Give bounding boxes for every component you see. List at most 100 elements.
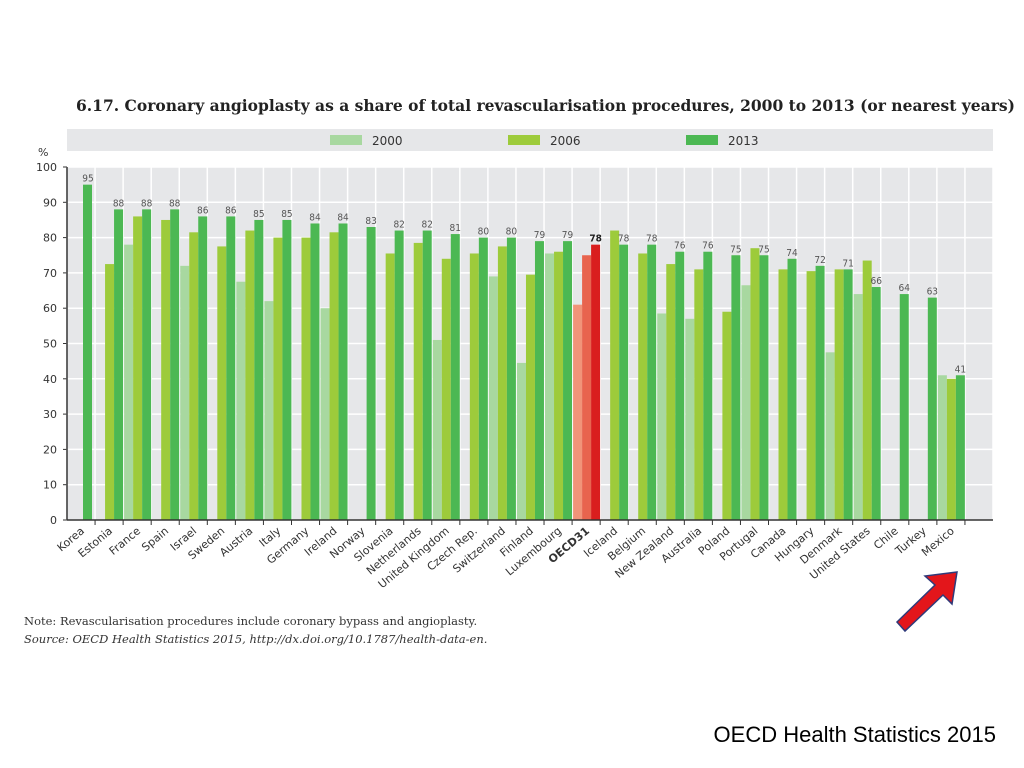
data-label: 66 — [870, 276, 882, 287]
bar-2013 — [114, 209, 124, 521]
bar-2006 — [638, 253, 648, 521]
bar-2013 — [394, 230, 404, 521]
legend-swatch — [330, 135, 362, 145]
bar-2013 — [843, 269, 853, 520]
data-label: 80 — [478, 227, 490, 238]
data-label: 63 — [927, 287, 938, 298]
data-label: 72 — [814, 255, 825, 266]
y-tick-label: 80 — [43, 232, 57, 245]
data-label: 84 — [337, 212, 349, 223]
bar-2006 — [441, 258, 451, 520]
bar-2013 — [310, 223, 320, 521]
data-label: 64 — [899, 283, 911, 294]
bar-2013 — [955, 375, 965, 520]
bar-2006 — [806, 271, 816, 520]
bar-2006 — [497, 246, 507, 521]
bar-2000 — [825, 352, 835, 520]
bar-2006 — [413, 242, 423, 520]
data-label: 41 — [955, 364, 966, 375]
data-label: 75 — [730, 244, 741, 255]
bar-2006 — [133, 216, 143, 521]
bar-2000 — [853, 294, 863, 520]
data-label: 74 — [786, 248, 798, 259]
bar-2013 — [815, 265, 825, 520]
bar-2006 — [525, 274, 535, 520]
legend-swatch — [686, 135, 718, 145]
bar-2006 — [666, 264, 676, 520]
bar-2013 — [591, 244, 601, 520]
data-label: 80 — [506, 227, 518, 238]
bar-2000 — [320, 308, 330, 520]
bar-2013 — [282, 219, 292, 520]
bar-2013 — [563, 241, 573, 520]
data-label: 76 — [702, 241, 714, 252]
bar-2006 — [105, 264, 115, 520]
bar-2000 — [657, 313, 667, 520]
data-label: 85 — [281, 209, 292, 220]
bar-2000 — [741, 285, 751, 520]
bar-2013 — [506, 237, 516, 520]
bar-2013 — [142, 209, 152, 521]
bar-2013 — [338, 223, 348, 521]
data-label: 83 — [365, 216, 376, 227]
bar-2006 — [610, 230, 620, 521]
bar-2000 — [180, 265, 190, 520]
bar-2013 — [675, 251, 685, 520]
bar-2006 — [862, 260, 872, 520]
bar-2013 — [478, 237, 488, 520]
x-tick-label: France — [107, 524, 144, 558]
bar-2006 — [189, 232, 199, 520]
legend-label: 2006 — [550, 134, 581, 148]
bar-2000 — [488, 276, 498, 520]
bar-2013 — [534, 241, 544, 520]
chart-source: Source: OECD Health Statistics 2015, htt… — [24, 632, 488, 646]
data-label: 85 — [253, 209, 264, 220]
bar-2013 — [198, 216, 208, 521]
bar-2006 — [301, 237, 311, 520]
data-label: 88 — [113, 198, 125, 209]
bar-2006 — [722, 311, 732, 520]
y-tick-label: 50 — [43, 338, 57, 351]
y-tick-label: 0 — [50, 514, 57, 527]
data-label: 75 — [758, 244, 769, 255]
y-tick-label: 90 — [43, 196, 57, 209]
legend-label: 2013 — [728, 134, 759, 148]
bar-2006 — [217, 246, 227, 521]
bar-2013 — [759, 255, 769, 520]
bar-2000 — [937, 375, 947, 520]
data-label: 79 — [534, 230, 546, 241]
data-label: 84 — [309, 212, 321, 223]
bar-2006 — [554, 251, 564, 520]
chart-note: Note: Revascularisation procedures inclu… — [24, 614, 478, 628]
y-tick-label: 10 — [43, 479, 57, 492]
y-axis-label: % — [38, 146, 48, 159]
bar-2013 — [899, 294, 909, 520]
y-tick-label: 60 — [43, 302, 57, 315]
bar-2013 — [226, 216, 236, 521]
legend-swatch — [508, 135, 540, 145]
red-arrow-icon — [895, 571, 958, 633]
data-label: 82 — [393, 220, 404, 231]
y-tick-label: 40 — [43, 373, 57, 386]
data-label: 88 — [141, 198, 153, 209]
bar-2013 — [254, 219, 264, 520]
bar-2006 — [778, 269, 788, 520]
x-tick-label: Spain — [139, 524, 171, 554]
data-label: 79 — [562, 230, 574, 241]
bar-2000 — [685, 318, 695, 520]
data-label: 81 — [450, 223, 461, 234]
x-tick-label: Mexico — [919, 524, 957, 559]
bar-2013 — [366, 227, 376, 520]
data-label: 88 — [169, 198, 181, 209]
bar-2013 — [170, 209, 180, 521]
data-label: 71 — [842, 258, 853, 269]
y-tick-label: 30 — [43, 408, 57, 421]
bar-2013 — [422, 230, 432, 521]
bar-2006 — [946, 378, 956, 520]
y-tick-label: 70 — [43, 267, 57, 280]
bar-2013 — [787, 258, 797, 520]
bar-2000 — [236, 281, 246, 520]
bar-2006 — [273, 237, 283, 520]
data-label: 86 — [225, 205, 237, 216]
